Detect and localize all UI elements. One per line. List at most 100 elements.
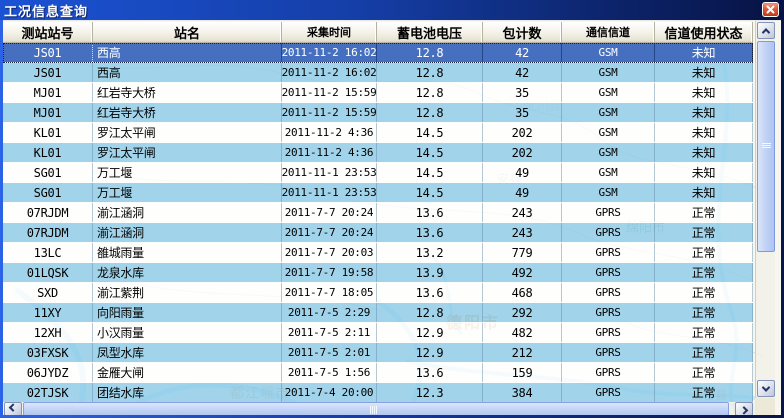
column-header-battery-voltage[interactable]: 蓄电池电压 — [377, 22, 483, 42]
cell-comm-channel: GSM — [562, 183, 655, 202]
chevron-down-icon — [761, 382, 771, 392]
cell-station-id: 07RJDM — [3, 203, 93, 222]
table-row[interactable]: 12XH 小汉雨量 2011-7-5 2:11 12.9 482 GPRS 正常 — [3, 323, 753, 343]
cell-packet-count: 292 — [483, 303, 562, 322]
cell-station-id: 01LQSK — [3, 263, 93, 282]
cell-channel-status: 正常 — [655, 203, 753, 222]
table-row[interactable]: 11XY 向阳雨量 2011-7-5 2:29 12.8 292 GPRS 正常 — [3, 303, 753, 323]
table-header: 测站站号 站名 采集时间 蓄电池电压 包计数 通信信道 信道使用状态 — [3, 22, 753, 43]
cell-station-id: JS01 — [3, 43, 93, 62]
cell-collect-time: 2011-7-7 20:24 — [282, 203, 377, 222]
cell-collect-time: 2011-7-5 1:56 — [282, 363, 377, 382]
cell-packet-count: 492 — [483, 263, 562, 282]
table-row[interactable]: 07RJDM 湔江涵洞 2011-7-7 20:24 13.6 243 GPRS… — [3, 223, 753, 243]
cell-collect-time: 2011-11-1 23:53 — [282, 183, 377, 202]
scroll-left-button[interactable] — [4, 402, 22, 415]
cell-collect-time: 2011-11-2 15:59 — [282, 103, 377, 122]
cell-comm-channel: GPRS — [562, 223, 655, 242]
table-row[interactable]: SG01 万工堰 2011-11-1 23:53 14.5 49 GSM 未知 — [3, 163, 753, 183]
table-row[interactable]: 02TJSK 团结水库 2011-7-4 20:00 12.3 384 GPRS… — [3, 383, 753, 403]
cell-packet-count: 243 — [483, 203, 562, 222]
cell-station-id: 12XH — [3, 323, 93, 342]
cell-comm-channel: GPRS — [562, 323, 655, 342]
table-row[interactable]: KL01 罗江太平闸 2011-11-2 4:36 14.5 202 GSM 未… — [3, 123, 753, 143]
vertical-scrollbar[interactable] — [755, 21, 775, 398]
cell-battery-voltage: 13.6 — [377, 223, 483, 242]
close-button[interactable] — [762, 2, 779, 17]
cell-station-id: SXD — [3, 283, 93, 302]
table-row[interactable]: KL01 罗江太平闸 2011-11-2 4:36 14.5 202 GSM 未… — [3, 143, 753, 163]
cell-battery-voltage: 12.8 — [377, 63, 483, 82]
cell-comm-channel: GPRS — [562, 243, 655, 262]
cell-channel-status: 未知 — [655, 143, 753, 162]
scroll-right-button[interactable] — [735, 402, 753, 415]
table-row[interactable]: 07RJDM 湔江涵洞 2011-7-7 20:24 13.6 243 GPRS… — [3, 203, 753, 223]
cell-packet-count: 212 — [483, 343, 562, 362]
cell-channel-status: 正常 — [655, 263, 753, 282]
cell-station-id: KL01 — [3, 123, 93, 142]
cell-battery-voltage: 12.9 — [377, 323, 483, 342]
cell-station-name: 西高 — [93, 63, 282, 82]
table-row[interactable]: MJ01 红岩寺大桥 2011-11-2 15:59 12.8 35 GSM 未… — [3, 103, 753, 123]
cell-collect-time: 2011-7-7 20:24 — [282, 223, 377, 242]
cell-packet-count: 35 — [483, 83, 562, 102]
cell-station-name: 湔江涵洞 — [93, 203, 282, 222]
cell-packet-count: 42 — [483, 43, 562, 62]
scroll-up-button[interactable] — [757, 22, 775, 39]
cell-collect-time: 2011-11-1 23:53 — [282, 163, 377, 182]
cell-comm-channel: GPRS — [562, 343, 655, 362]
column-header-comm-channel[interactable]: 通信信道 — [562, 22, 655, 42]
horizontal-scrollbar[interactable] — [3, 402, 755, 415]
cell-collect-time: 2011-7-4 20:00 — [282, 383, 377, 402]
cell-station-name: 小汉雨量 — [93, 323, 282, 342]
cell-station-name: 向阳雨量 — [93, 303, 282, 322]
cell-channel-status: 正常 — [655, 283, 753, 302]
cell-comm-channel: GPRS — [562, 283, 655, 302]
table-row[interactable]: MJ01 红岩寺大桥 2011-11-2 15:59 12.8 35 GSM 未… — [3, 83, 753, 103]
cell-station-id: 13LC — [3, 243, 93, 262]
table-row[interactable]: 13LC 雒城雨量 2011-7-7 20:03 13.2 779 GPRS 正… — [3, 243, 753, 263]
horizontal-scrollbar-thumb[interactable] — [23, 402, 729, 415]
table-row[interactable]: JS01 西高 2011-11-2 16:02 12.8 42 GSM 未知 — [3, 63, 753, 83]
cell-battery-voltage: 13.6 — [377, 283, 483, 302]
cell-collect-time: 2011-7-5 2:11 — [282, 323, 377, 342]
table-row[interactable]: 03FXSK 凤型水库 2011-7-5 2:01 12.9 212 GPRS … — [3, 343, 753, 363]
cell-battery-voltage: 14.5 — [377, 163, 483, 182]
column-header-collect-time[interactable]: 采集时间 — [282, 22, 377, 42]
cell-collect-time: 2011-11-2 16:02 — [282, 43, 377, 62]
table-body: JS01 西高 2011-11-2 16:02 12.8 42 GSM 未知 J… — [3, 43, 753, 403]
cell-station-name: 西高 — [93, 43, 282, 62]
table-row[interactable]: SG01 万工堰 2011-11-1 23:53 14.5 49 GSM 未知 — [3, 183, 753, 203]
scrollbar-corner — [755, 398, 775, 415]
column-header-station-name[interactable]: 站名 — [93, 22, 282, 42]
column-header-packet-count[interactable]: 包计数 — [483, 22, 562, 42]
chevron-left-icon — [8, 403, 18, 412]
column-header-channel-status[interactable]: 信道使用状态 — [655, 22, 753, 42]
cell-channel-status: 未知 — [655, 163, 753, 182]
column-header-station-id[interactable]: 测站站号 — [3, 22, 93, 42]
table-row[interactable]: 01LQSK 龙泉水库 2011-7-7 19:58 13.9 492 GPRS… — [3, 263, 753, 283]
table-row[interactable]: JS01 西高 2011-11-2 16:02 12.8 42 GSM 未知 — [3, 43, 753, 63]
titlebar[interactable]: 工况信息查询 — [0, 0, 784, 20]
scroll-down-button[interactable] — [757, 380, 775, 397]
cell-collect-time: 2011-11-2 15:59 — [282, 83, 377, 102]
cell-battery-voltage: 13.6 — [377, 203, 483, 222]
table-row[interactable]: 06JYDZ 金雁大闸 2011-7-5 1:56 13.6 159 GPRS … — [3, 363, 753, 383]
cell-station-id: 07RJDM — [3, 223, 93, 242]
cell-comm-channel: GPRS — [562, 363, 655, 382]
cell-packet-count: 159 — [483, 363, 562, 382]
cell-channel-status: 正常 — [655, 343, 753, 362]
cell-packet-count: 482 — [483, 323, 562, 342]
window-title: 工况信息查询 — [4, 3, 89, 19]
cell-packet-count: 35 — [483, 103, 562, 122]
cell-station-name: 万工堰 — [93, 183, 282, 202]
cell-channel-status: 正常 — [655, 363, 753, 382]
cell-battery-voltage: 12.8 — [377, 103, 483, 122]
cell-packet-count: 468 — [483, 283, 562, 302]
vertical-scrollbar-thumb[interactable] — [757, 41, 775, 252]
cell-comm-channel: GSM — [562, 143, 655, 162]
cell-channel-status: 未知 — [655, 103, 753, 122]
cell-station-id: 03FXSK — [3, 343, 93, 362]
table-row[interactable]: SXD 湔江紫荆 2011-7-7 18:05 13.6 468 GPRS 正常 — [3, 283, 753, 303]
cell-station-id: SG01 — [3, 163, 93, 182]
